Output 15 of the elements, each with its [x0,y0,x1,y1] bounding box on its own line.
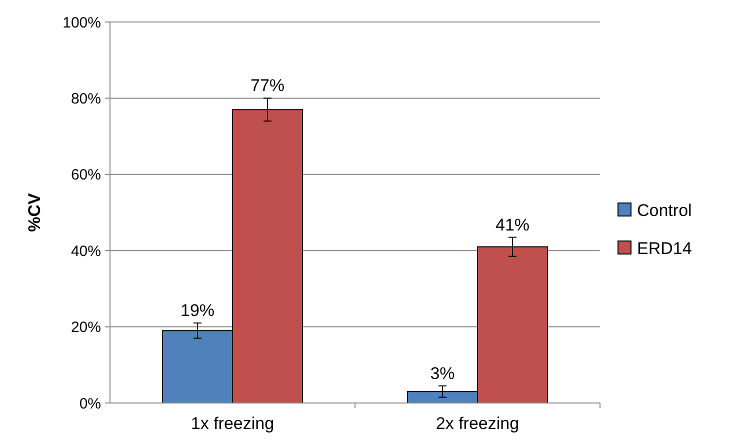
y-tick-label: 0% [79,395,101,412]
y-tick-label: 60% [70,166,101,184]
data-label: 19% [180,300,215,320]
legend-label: ERD14 [637,238,692,258]
legend-label: Control [637,200,692,220]
x-tick-label: 1x freezing [190,414,274,433]
y-tick-label: 20% [70,319,101,336]
y-axis-title: %CV [25,192,44,232]
y-tick-label: 80% [70,90,101,108]
data-label: 77% [250,76,285,96]
data-label: 3% [430,364,455,383]
y-tick-label: 100% [62,14,101,32]
data-label: 41% [495,215,530,234]
x-tick-label: 2x freezing [436,414,520,433]
y-tick-label: 40% [70,242,101,260]
